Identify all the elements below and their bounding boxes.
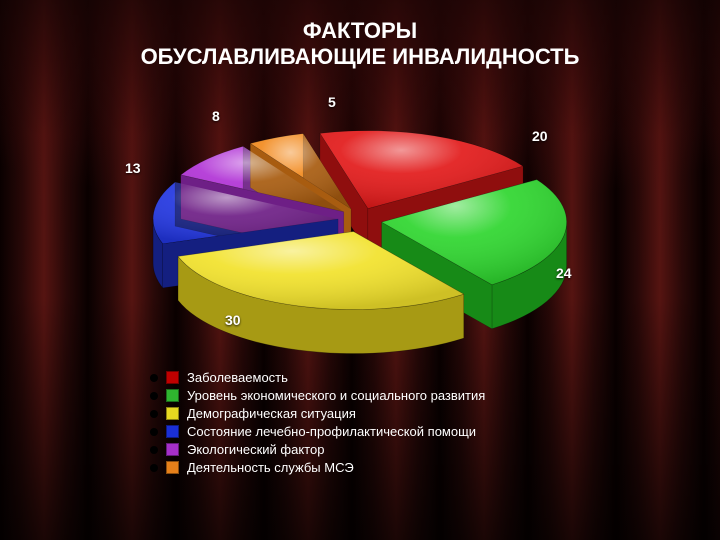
- legend-item: Экологический фактор: [150, 442, 485, 457]
- legend-item: Состояние лечебно-профилактической помощ…: [150, 424, 485, 439]
- pie-value-label: 24: [556, 265, 572, 281]
- title-line-2: ОБУСЛАВЛИВАЮЩИЕ ИНВАЛИДНОСТЬ: [0, 44, 720, 70]
- legend-bullet-icon: [150, 446, 158, 454]
- slide-stage: ФАКТОРЫ ОБУСЛАВЛИВАЮЩИЕ ИНВАЛИДНОСТЬ 202…: [0, 0, 720, 540]
- legend-swatch: [166, 425, 179, 438]
- legend-bullet-icon: [150, 392, 158, 400]
- slide-title: ФАКТОРЫ ОБУСЛАВЛИВАЮЩИЕ ИНВАЛИДНОСТЬ: [0, 18, 720, 71]
- legend-label: Деятельность службы МСЭ: [187, 460, 354, 475]
- legend-item: Демографическая ситуация: [150, 406, 485, 421]
- legend-swatch: [166, 461, 179, 474]
- legend-item: Деятельность службы МСЭ: [150, 460, 485, 475]
- legend-label: Демографическая ситуация: [187, 406, 356, 421]
- legend-label: Заболеваемость: [187, 370, 288, 385]
- legend-swatch: [166, 407, 179, 420]
- chart-legend: Заболеваемость Уровень экономического и с…: [150, 370, 485, 478]
- legend-label: Уровень экономического и социального раз…: [187, 388, 485, 403]
- legend-bullet-icon: [150, 428, 158, 436]
- legend-bullet-icon: [150, 374, 158, 382]
- pie-value-label: 8: [212, 108, 220, 124]
- legend-bullet-icon: [150, 464, 158, 472]
- pie-chart-svg: [0, 90, 720, 390]
- pie-value-label: 13: [125, 160, 141, 176]
- slide-content: ФАКТОРЫ ОБУСЛАВЛИВАЮЩИЕ ИНВАЛИДНОСТЬ 202…: [0, 0, 720, 540]
- legend-item: Уровень экономического и социального раз…: [150, 388, 485, 403]
- legend-swatch: [166, 371, 179, 384]
- legend-swatch: [166, 389, 179, 402]
- pie-value-label: 20: [532, 128, 548, 144]
- legend-swatch: [166, 443, 179, 456]
- pie-value-label: 30: [225, 312, 241, 328]
- pie-chart: 20 24 30 13 8 5: [0, 90, 720, 350]
- pie-value-label: 5: [328, 94, 336, 110]
- legend-label: Состояние лечебно-профилактической помощ…: [187, 424, 476, 439]
- title-line-1: ФАКТОРЫ: [0, 18, 720, 44]
- legend-item: Заболеваемость: [150, 370, 485, 385]
- legend-label: Экологический фактор: [187, 442, 324, 457]
- legend-bullet-icon: [150, 410, 158, 418]
